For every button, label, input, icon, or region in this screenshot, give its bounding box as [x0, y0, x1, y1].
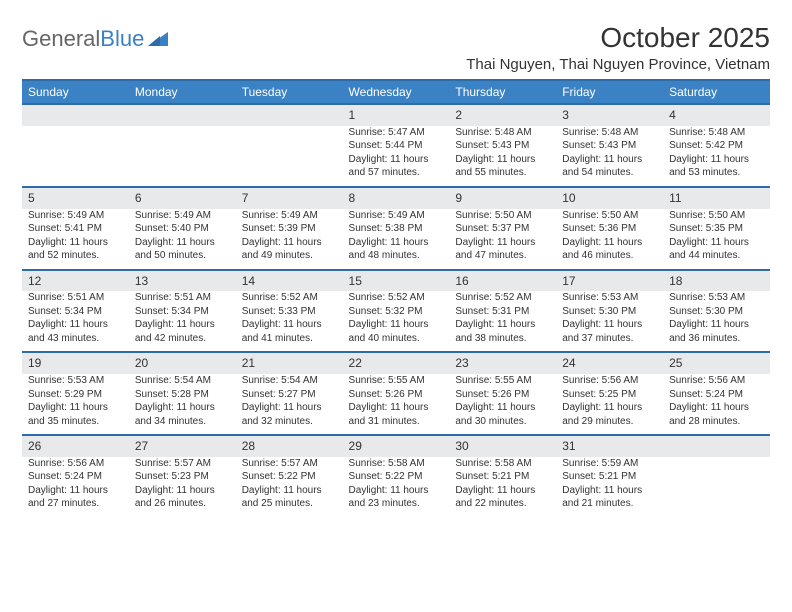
calendar-body: 1234Sunrise: 5:47 AMSunset: 5:44 PMDayli…	[22, 104, 770, 517]
day-number-cell: 31	[556, 435, 663, 457]
day-detail-cell: Sunrise: 5:49 AMSunset: 5:41 PMDaylight:…	[22, 209, 129, 270]
brand-part2: Blue	[100, 26, 144, 52]
day-number-cell	[22, 104, 129, 126]
month-title: October 2025	[466, 22, 770, 54]
day-number-cell: 3	[556, 104, 663, 126]
day-number-cell: 25	[663, 352, 770, 374]
day-detail-cell: Sunrise: 5:58 AMSunset: 5:22 PMDaylight:…	[343, 457, 450, 517]
weekday-header: Monday	[129, 80, 236, 104]
day-number-cell	[236, 104, 343, 126]
day-number-cell: 14	[236, 270, 343, 292]
day-number-cell: 24	[556, 352, 663, 374]
day-detail-cell	[22, 126, 129, 187]
day-detail-cell: Sunrise: 5:53 AMSunset: 5:30 PMDaylight:…	[663, 291, 770, 352]
day-detail-cell: Sunrise: 5:57 AMSunset: 5:23 PMDaylight:…	[129, 457, 236, 517]
day-detail-cell	[129, 126, 236, 187]
day-detail-cell: Sunrise: 5:59 AMSunset: 5:21 PMDaylight:…	[556, 457, 663, 517]
day-detail-cell	[236, 126, 343, 187]
weekday-header: Tuesday	[236, 80, 343, 104]
day-detail-cell: Sunrise: 5:51 AMSunset: 5:34 PMDaylight:…	[22, 291, 129, 352]
day-detail-cell: Sunrise: 5:49 AMSunset: 5:38 PMDaylight:…	[343, 209, 450, 270]
day-number-cell: 18	[663, 270, 770, 292]
day-number-cell: 10	[556, 187, 663, 209]
day-number-row: 262728293031	[22, 435, 770, 457]
day-number-cell: 2	[449, 104, 556, 126]
day-number-cell: 26	[22, 435, 129, 457]
day-number-cell: 28	[236, 435, 343, 457]
day-detail-cell: Sunrise: 5:53 AMSunset: 5:29 PMDaylight:…	[22, 374, 129, 435]
day-detail-cell: Sunrise: 5:50 AMSunset: 5:37 PMDaylight:…	[449, 209, 556, 270]
day-number-cell: 15	[343, 270, 450, 292]
day-detail-cell: Sunrise: 5:48 AMSunset: 5:43 PMDaylight:…	[556, 126, 663, 187]
day-detail-cell: Sunrise: 5:51 AMSunset: 5:34 PMDaylight:…	[129, 291, 236, 352]
day-detail-row: Sunrise: 5:47 AMSunset: 5:44 PMDaylight:…	[22, 126, 770, 187]
weekday-header: Friday	[556, 80, 663, 104]
day-number-cell: 12	[22, 270, 129, 292]
day-number-row: 19202122232425	[22, 352, 770, 374]
day-number-row: 12131415161718	[22, 270, 770, 292]
day-number-cell: 8	[343, 187, 450, 209]
title-block: October 2025 Thai Nguyen, Thai Nguyen Pr…	[466, 22, 770, 73]
day-detail-cell: Sunrise: 5:56 AMSunset: 5:24 PMDaylight:…	[22, 457, 129, 517]
header: GeneralBlue October 2025 Thai Nguyen, Th…	[22, 22, 770, 73]
day-number-cell: 22	[343, 352, 450, 374]
weekday-header: Saturday	[663, 80, 770, 104]
day-number-cell: 16	[449, 270, 556, 292]
day-detail-cell: Sunrise: 5:55 AMSunset: 5:26 PMDaylight:…	[449, 374, 556, 435]
weekday-header: Wednesday	[343, 80, 450, 104]
weekday-header-row: Sunday Monday Tuesday Wednesday Thursday…	[22, 80, 770, 104]
day-number-cell: 23	[449, 352, 556, 374]
day-detail-cell: Sunrise: 5:53 AMSunset: 5:30 PMDaylight:…	[556, 291, 663, 352]
day-detail-cell: Sunrise: 5:50 AMSunset: 5:35 PMDaylight:…	[663, 209, 770, 270]
day-detail-row: Sunrise: 5:49 AMSunset: 5:41 PMDaylight:…	[22, 209, 770, 270]
day-number-cell: 19	[22, 352, 129, 374]
day-number-cell: 11	[663, 187, 770, 209]
day-number-cell: 9	[449, 187, 556, 209]
day-number-cell: 29	[343, 435, 450, 457]
day-detail-row: Sunrise: 5:56 AMSunset: 5:24 PMDaylight:…	[22, 457, 770, 517]
brand-logo: GeneralBlue	[22, 22, 170, 52]
day-detail-cell: Sunrise: 5:50 AMSunset: 5:36 PMDaylight:…	[556, 209, 663, 270]
day-number-cell: 7	[236, 187, 343, 209]
day-detail-cell: Sunrise: 5:56 AMSunset: 5:24 PMDaylight:…	[663, 374, 770, 435]
brand-part1: General	[22, 26, 100, 52]
day-detail-cell: Sunrise: 5:54 AMSunset: 5:27 PMDaylight:…	[236, 374, 343, 435]
day-number-cell: 5	[22, 187, 129, 209]
day-detail-cell: Sunrise: 5:56 AMSunset: 5:25 PMDaylight:…	[556, 374, 663, 435]
day-detail-cell	[663, 457, 770, 517]
day-number-cell: 4	[663, 104, 770, 126]
day-number-row: 1234	[22, 104, 770, 126]
day-detail-cell: Sunrise: 5:48 AMSunset: 5:42 PMDaylight:…	[663, 126, 770, 187]
day-number-cell	[663, 435, 770, 457]
day-detail-cell: Sunrise: 5:52 AMSunset: 5:33 PMDaylight:…	[236, 291, 343, 352]
day-detail-row: Sunrise: 5:53 AMSunset: 5:29 PMDaylight:…	[22, 374, 770, 435]
day-detail-cell: Sunrise: 5:49 AMSunset: 5:40 PMDaylight:…	[129, 209, 236, 270]
day-number-cell: 20	[129, 352, 236, 374]
day-number-cell: 30	[449, 435, 556, 457]
day-detail-cell: Sunrise: 5:52 AMSunset: 5:32 PMDaylight:…	[343, 291, 450, 352]
day-number-cell: 13	[129, 270, 236, 292]
day-detail-cell: Sunrise: 5:54 AMSunset: 5:28 PMDaylight:…	[129, 374, 236, 435]
day-detail-cell: Sunrise: 5:57 AMSunset: 5:22 PMDaylight:…	[236, 457, 343, 517]
day-detail-cell: Sunrise: 5:55 AMSunset: 5:26 PMDaylight:…	[343, 374, 450, 435]
day-number-cell: 27	[129, 435, 236, 457]
day-number-cell: 6	[129, 187, 236, 209]
day-number-cell: 1	[343, 104, 450, 126]
day-detail-row: Sunrise: 5:51 AMSunset: 5:34 PMDaylight:…	[22, 291, 770, 352]
day-number-cell	[129, 104, 236, 126]
day-detail-cell: Sunrise: 5:47 AMSunset: 5:44 PMDaylight:…	[343, 126, 450, 187]
day-detail-cell: Sunrise: 5:49 AMSunset: 5:39 PMDaylight:…	[236, 209, 343, 270]
day-detail-cell: Sunrise: 5:52 AMSunset: 5:31 PMDaylight:…	[449, 291, 556, 352]
day-number-row: 567891011	[22, 187, 770, 209]
calendar-table: Sunday Monday Tuesday Wednesday Thursday…	[22, 79, 770, 517]
day-number-cell: 21	[236, 352, 343, 374]
weekday-header: Thursday	[449, 80, 556, 104]
day-number-cell: 17	[556, 270, 663, 292]
day-detail-cell: Sunrise: 5:58 AMSunset: 5:21 PMDaylight:…	[449, 457, 556, 517]
brand-sail-icon	[146, 30, 170, 48]
location-text: Thai Nguyen, Thai Nguyen Province, Vietn…	[466, 56, 770, 73]
day-detail-cell: Sunrise: 5:48 AMSunset: 5:43 PMDaylight:…	[449, 126, 556, 187]
weekday-header: Sunday	[22, 80, 129, 104]
